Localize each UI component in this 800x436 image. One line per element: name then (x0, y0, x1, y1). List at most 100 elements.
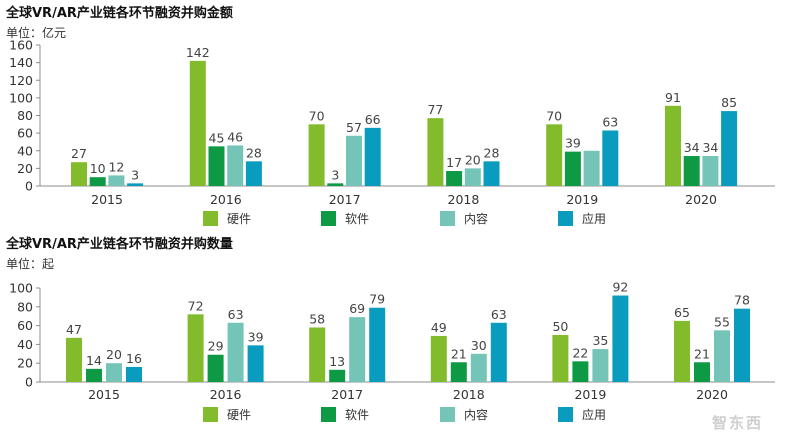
data-label: 34 (684, 140, 700, 155)
y-tick-label: 60 (17, 318, 33, 333)
bar-2016-应用 (247, 345, 264, 382)
data-label: 16 (126, 351, 142, 366)
bar-2019-应用 (602, 130, 619, 186)
data-label: 69 (349, 301, 365, 316)
y-tick-label: 20 (17, 161, 33, 176)
data-label: 29 (208, 339, 224, 354)
data-label: 65 (674, 305, 690, 320)
y-tick-label: 120 (9, 73, 33, 88)
data-label: 39 (248, 329, 264, 344)
x-category-label: 2016 (210, 192, 242, 207)
bar-2020-软件 (694, 362, 710, 382)
x-category-label: 2020 (685, 192, 717, 207)
data-label: 13 (329, 354, 345, 369)
legend-swatch (440, 407, 455, 422)
legend-label: 应用 (582, 211, 606, 226)
x-category-label: 2019 (574, 387, 606, 402)
data-label: 70 (309, 108, 325, 123)
data-label: 28 (246, 145, 262, 160)
data-label: 46 (227, 129, 243, 144)
chart-title: 全球VR/AR产业链各环节融资并购数量 (5, 236, 233, 252)
bar-2015-硬件 (66, 337, 82, 382)
data-label: 20 (465, 152, 481, 167)
y-tick-label: 140 (9, 55, 33, 70)
bar-2015-软件 (86, 368, 102, 382)
bar-2016-内容 (227, 322, 244, 382)
bar-2018-应用 (483, 161, 500, 186)
bar-2017-内容 (346, 135, 362, 186)
y-tick-label: 40 (17, 337, 33, 352)
bar-2016-软件 (208, 146, 225, 186)
data-label: 142 (186, 45, 210, 60)
bar-2020-应用 (721, 111, 738, 186)
data-label: 63 (491, 307, 507, 322)
bar-2016-硬件 (189, 60, 206, 186)
bar-2019-硬件 (552, 335, 569, 382)
x-category-label: 2017 (331, 387, 363, 402)
bar-2015-软件 (89, 177, 106, 186)
bar-2019-软件 (564, 151, 581, 186)
bar-2020-硬件 (665, 105, 681, 186)
data-label: 35 (592, 333, 608, 348)
legend-label: 软件 (345, 408, 369, 422)
legend-swatch (321, 211, 336, 226)
legend-swatch (440, 211, 455, 226)
y-tick-label: 60 (17, 126, 33, 141)
bar-2017-软件 (327, 183, 344, 186)
legend-swatch (203, 407, 218, 422)
bar-2017-内容 (349, 317, 366, 382)
y-tick-label: 0 (25, 375, 33, 390)
data-label: 17 (446, 155, 462, 170)
data-label: 57 (346, 120, 362, 135)
x-category-label: 2018 (453, 387, 485, 402)
data-label: 3 (131, 167, 139, 182)
data-label: 63 (602, 114, 618, 129)
unit-label: 单位：起 (6, 256, 54, 271)
y-tick-label: 40 (17, 143, 33, 158)
data-label: 55 (714, 314, 730, 329)
bar-2019-应用 (612, 295, 629, 382)
data-label: 79 (369, 292, 385, 307)
y-tick-label: 100 (9, 90, 33, 105)
bar-2015-内容 (108, 175, 125, 186)
legend-label: 内容 (464, 211, 488, 226)
data-label: 20 (106, 347, 122, 362)
x-category-label: 2015 (88, 387, 120, 402)
data-label: 70 (546, 108, 562, 123)
data-label: 58 (309, 311, 325, 326)
y-tick-label: 100 (9, 281, 33, 296)
data-label: 21 (694, 346, 710, 361)
legend-label: 内容 (464, 407, 488, 422)
data-label: 10 (90, 161, 106, 176)
data-label: 78 (734, 293, 750, 308)
data-label: 28 (484, 145, 500, 160)
y-tick-label: 20 (17, 356, 33, 371)
data-label: 85 (721, 95, 737, 110)
legend-swatch (321, 407, 336, 422)
bar-2015-应用 (127, 183, 144, 186)
bar-2015-内容 (106, 363, 122, 382)
x-category-label: 2019 (566, 192, 598, 207)
data-label: 66 (365, 112, 381, 127)
bar-2019-硬件 (546, 124, 563, 186)
data-label: 49 (431, 320, 447, 335)
x-category-label: 2015 (91, 192, 123, 207)
data-label: 22 (572, 345, 588, 360)
bar-2020-软件 (683, 156, 700, 186)
bar-2018-硬件 (427, 118, 444, 186)
bar-2017-应用 (369, 307, 386, 382)
bar-2019-内容 (583, 150, 600, 186)
bar-2016-软件 (207, 354, 224, 382)
data-label: 92 (612, 280, 628, 295)
data-label: 34 (702, 140, 718, 155)
data-label: 45 (209, 130, 225, 145)
bar-2017-应用 (364, 127, 381, 186)
bar-2018-软件 (450, 362, 467, 382)
legend-label: 软件 (345, 212, 369, 226)
data-label: 91 (665, 90, 681, 105)
legend-swatch (558, 211, 573, 226)
data-label: 30 (471, 338, 487, 353)
x-category-label: 2018 (448, 192, 480, 207)
